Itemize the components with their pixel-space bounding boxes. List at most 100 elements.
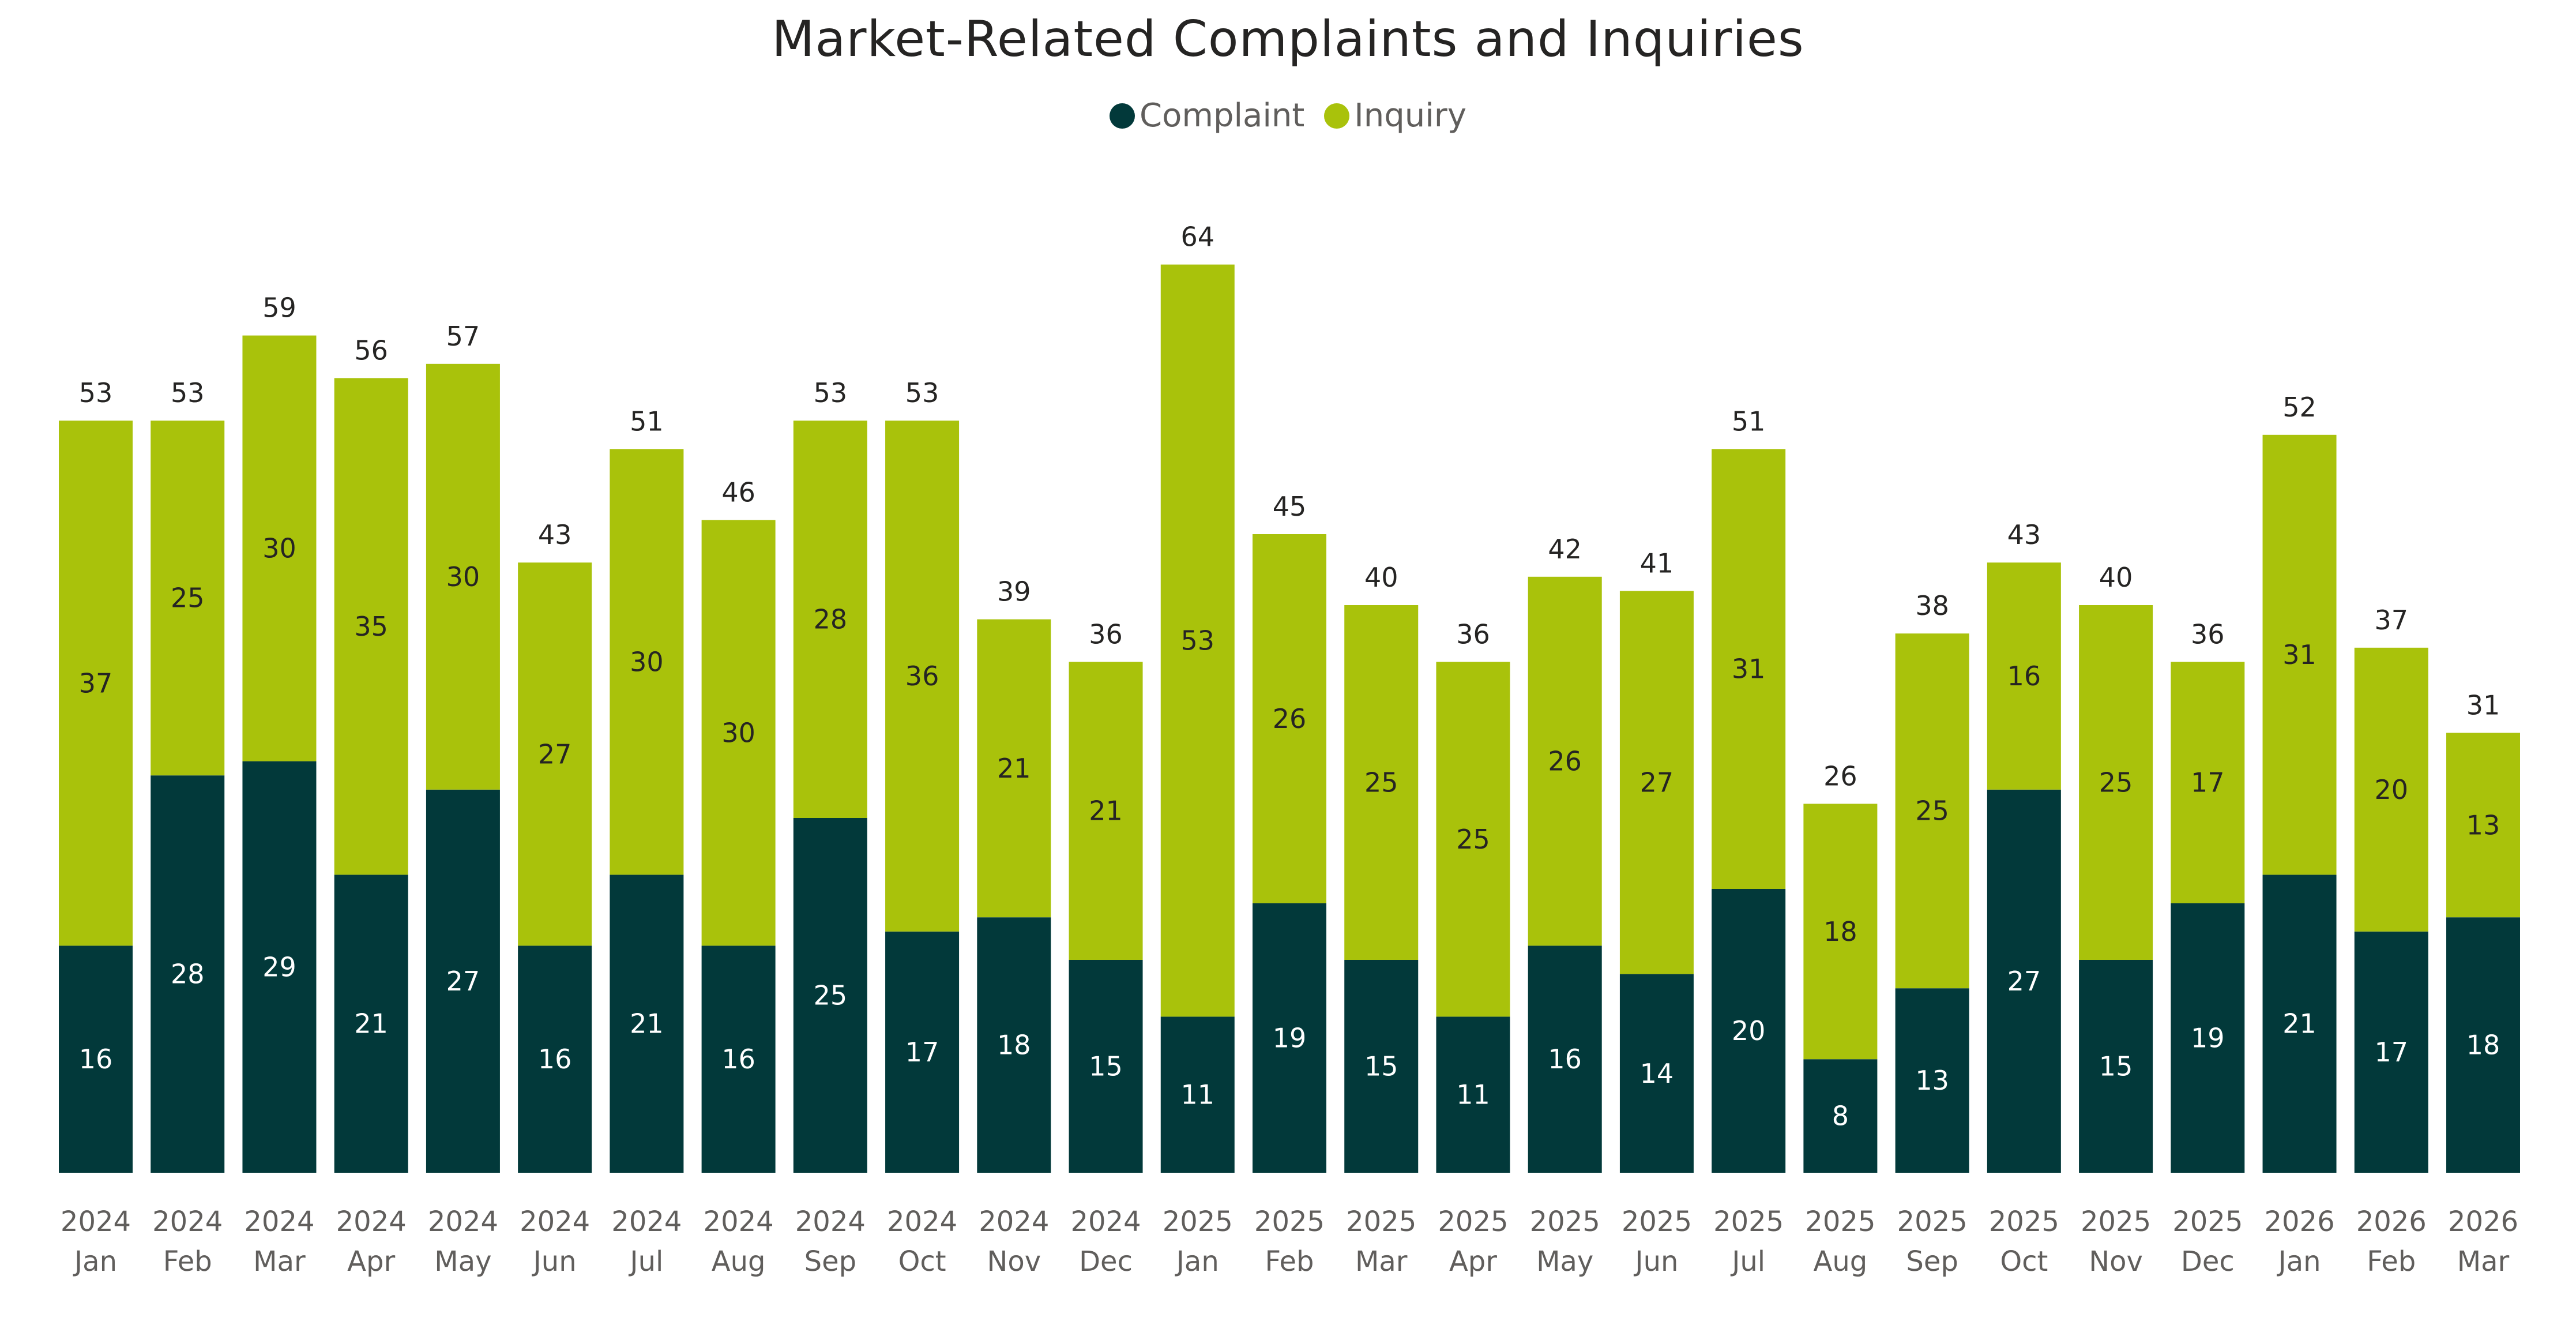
bar-inquiry[interactable]	[1344, 605, 1419, 960]
legend-item-complaint[interactable]: Complaint	[1110, 97, 1304, 134]
bar-complaint[interactable]	[1253, 903, 1326, 1173]
data-label-complaint: 16	[79, 1044, 113, 1075]
data-label-inquiry: 21	[997, 753, 1031, 784]
bar-complaint[interactable]	[2171, 903, 2245, 1173]
x-tick-year: 2025	[1805, 1206, 1875, 1238]
data-label-inquiry: 53	[1180, 625, 1214, 656]
bar-inquiry[interactable]	[1160, 264, 1235, 1017]
bar-complaint[interactable]	[1160, 1016, 1235, 1173]
bar-complaint[interactable]	[1803, 1059, 1878, 1173]
bar-inquiry[interactable]	[610, 449, 684, 875]
bar-inquiry[interactable]	[242, 335, 317, 761]
x-tick-year: 2025	[1530, 1206, 1600, 1238]
bar-inquiry[interactable]	[426, 363, 500, 790]
bar-inquiry[interactable]	[151, 421, 225, 776]
bar-inquiry[interactable]	[701, 520, 776, 946]
bar-inquiry[interactable]	[1895, 633, 1969, 989]
data-label-inquiry: 30	[262, 533, 296, 564]
legend-label-inquiry: Inquiry	[1354, 97, 1466, 134]
data-label-inquiry: 13	[2466, 809, 2500, 840]
bar-inquiry[interactable]	[2354, 647, 2428, 932]
total-label: 40	[1364, 562, 1398, 593]
x-tick-year: 2025	[1897, 1206, 1968, 1238]
bar-complaint[interactable]	[885, 931, 960, 1173]
data-label-complaint: 17	[905, 1037, 939, 1068]
x-tick-year: 2024	[611, 1206, 682, 1238]
x-tick-month: Apr	[1449, 1245, 1497, 1278]
bar-complaint[interactable]	[426, 789, 500, 1173]
data-label-inquiry: 18	[1823, 916, 1857, 947]
bar-inquiry[interactable]	[1712, 449, 1786, 889]
bar-inquiry[interactable]	[1069, 662, 1143, 960]
bar-inquiry[interactable]	[2446, 733, 2520, 918]
bar-inquiry[interactable]	[1619, 591, 1694, 974]
bar-inquiry[interactable]	[2171, 662, 2245, 903]
x-tick-month: Mar	[1355, 1245, 1408, 1278]
bar-complaint[interactable]	[2262, 875, 2337, 1173]
total-label: 26	[1823, 760, 1857, 791]
x-tick-year: 2025	[1622, 1206, 1692, 1238]
data-label-complaint: 29	[262, 951, 296, 982]
total-label: 36	[1456, 618, 1490, 650]
bar-complaint[interactable]	[1987, 789, 2061, 1173]
bar-inquiry[interactable]	[334, 378, 408, 875]
bar-complaint[interactable]	[701, 945, 776, 1173]
x-tick-month: Feb	[163, 1245, 212, 1278]
x-tick-year: 2024	[704, 1206, 774, 1238]
data-label-inquiry: 16	[2007, 660, 2041, 692]
bar-inquiry[interactable]	[1803, 804, 1878, 1060]
bar-inquiry[interactable]	[1987, 562, 2061, 790]
bar-inquiry[interactable]	[2262, 434, 2337, 875]
bar-complaint[interactable]	[518, 945, 592, 1173]
data-label-complaint: 25	[814, 980, 848, 1011]
legend-swatch-complaint	[1110, 103, 1135, 129]
bar-inquiry[interactable]	[2079, 605, 2153, 960]
bar-inquiry[interactable]	[977, 619, 1051, 918]
bar-inquiry[interactable]	[1528, 576, 1602, 946]
bar-complaint[interactable]	[1895, 988, 1969, 1173]
x-tick-month: May	[1536, 1245, 1593, 1278]
data-label-inquiry: 21	[1089, 795, 1123, 827]
bar-inquiry[interactable]	[1436, 662, 1510, 1017]
bar-complaint[interactable]	[1069, 960, 1143, 1173]
bar-complaint[interactable]	[1528, 945, 1602, 1173]
bar-inquiry[interactable]	[518, 562, 592, 946]
bar-inquiry[interactable]	[885, 421, 960, 932]
bar-complaint[interactable]	[242, 761, 317, 1173]
data-label-complaint: 21	[630, 1008, 664, 1039]
bar-complaint[interactable]	[334, 875, 408, 1173]
bar-complaint[interactable]	[1436, 1016, 1510, 1173]
x-tick-month: Apr	[347, 1245, 395, 1278]
data-label-complaint: 19	[2191, 1022, 2225, 1053]
bar-inquiry[interactable]	[59, 421, 133, 946]
data-label-inquiry: 26	[1548, 746, 1582, 777]
bar-complaint[interactable]	[977, 917, 1051, 1173]
bar-complaint[interactable]	[2079, 960, 2153, 1173]
x-tick-month: Aug	[1814, 1245, 1868, 1278]
data-label-inquiry: 31	[1732, 654, 1766, 685]
bar-complaint[interactable]	[59, 945, 133, 1173]
legend-item-inquiry[interactable]: Inquiry	[1324, 97, 1466, 134]
x-tick-year: 2025	[1989, 1206, 2059, 1238]
bar-complaint[interactable]	[793, 818, 867, 1173]
x-tick-year: 2025	[2172, 1206, 2243, 1238]
x-tick-month: Oct	[2000, 1245, 2048, 1278]
bar-complaint[interactable]	[1712, 889, 1786, 1173]
bar-inquiry[interactable]	[793, 421, 867, 818]
data-label-inquiry: 37	[79, 667, 113, 699]
x-tick-month: Feb	[2367, 1245, 2416, 1278]
bar-complaint[interactable]	[610, 875, 684, 1173]
bar-complaint[interactable]	[1344, 960, 1419, 1173]
bar-complaint[interactable]	[2354, 931, 2428, 1173]
total-label: 43	[2007, 519, 2041, 550]
bar-complaint[interactable]	[151, 775, 225, 1173]
bar-complaint[interactable]	[1619, 974, 1694, 1173]
bar-inquiry[interactable]	[1253, 534, 1326, 903]
bar-complaint[interactable]	[2446, 917, 2520, 1173]
x-tick-month: Oct	[898, 1245, 946, 1278]
x-tick-month: Jul	[1730, 1245, 1765, 1278]
data-label-complaint: 19	[1273, 1022, 1307, 1053]
data-label-inquiry: 31	[2282, 639, 2316, 670]
total-label: 40	[2099, 562, 2133, 593]
